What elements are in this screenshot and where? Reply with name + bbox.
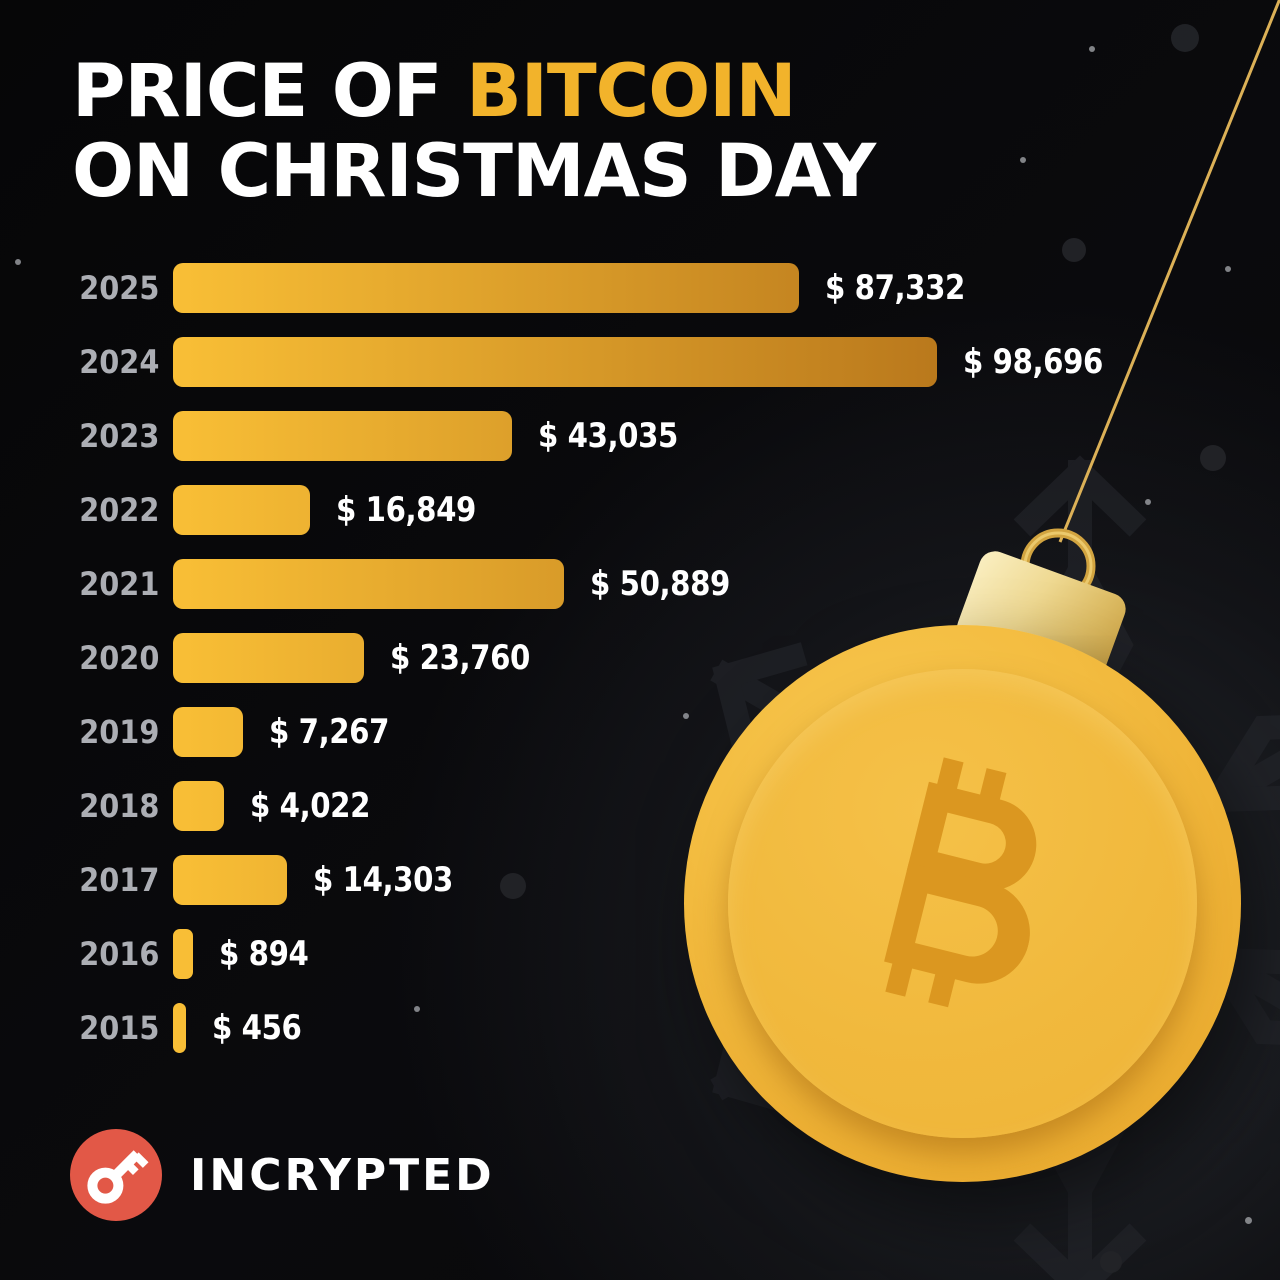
price-bar [173, 707, 243, 757]
year-label: 2015 [79, 1009, 160, 1047]
price-bar [173, 1003, 186, 1053]
year-label: 2017 [79, 861, 160, 899]
price-bar [173, 781, 224, 831]
price-value: $ 14,303 [313, 860, 453, 900]
chart-row: 2019 $ 7,267 [72, 695, 1072, 769]
chart-row: 2025 $ 87,332 [72, 251, 1072, 325]
ornament-inner-disk [728, 669, 1197, 1138]
year-label: 2019 [79, 713, 160, 751]
star-dot [683, 713, 689, 719]
title-line1-white: PRICE OF [72, 49, 467, 134]
price-bar [173, 485, 310, 535]
price-bar [173, 633, 364, 683]
bokeh-dot [500, 873, 526, 899]
bokeh-dot [1100, 1251, 1122, 1273]
bokeh-dot [1171, 24, 1199, 52]
price-bar [173, 855, 287, 905]
title-line-2: ON CHRISTMAS DAY [72, 129, 876, 214]
star-dot [1089, 46, 1095, 52]
year-label: 2024 [79, 343, 160, 381]
title-accent: BITCOIN [466, 49, 796, 134]
star-dot [1020, 157, 1026, 163]
price-value: $ 50,889 [590, 564, 730, 604]
year-label: 2016 [79, 935, 160, 973]
star-dot [414, 1006, 420, 1012]
price-value: $ 23,760 [390, 638, 530, 678]
year-label: 2018 [79, 787, 160, 825]
year-label: 2021 [79, 565, 160, 603]
chart-row: 2021 $ 50,889 [72, 547, 1072, 621]
title-line-1: PRICE OF BITCOIN [72, 52, 875, 132]
price-value: $ 4,022 [250, 786, 371, 826]
price-value: $ 16,849 [336, 490, 476, 530]
chart-row: 2024 $ 98,696 [72, 325, 1103, 399]
year-label: 2020 [79, 639, 160, 677]
chart-row: 2015 $ 456 [72, 991, 1072, 1065]
price-value: $ 43,035 [538, 416, 678, 456]
chart-row: 2018 $ 4,022 [72, 769, 1072, 843]
price-bar [173, 411, 512, 461]
chart-row: 2020 $ 23,760 [72, 621, 1072, 695]
price-value: $ 87,332 [825, 268, 965, 308]
bitcoin-symbol-icon [884, 757, 1037, 1008]
year-label: 2025 [79, 269, 160, 307]
brand-footer: INCRYPTED [70, 1129, 495, 1221]
year-label: 2022 [79, 491, 160, 529]
star-dot [1245, 1217, 1252, 1224]
brand-logo [70, 1129, 162, 1221]
star-dot [1145, 499, 1151, 505]
bitcoin-ornament-ball [684, 625, 1241, 1182]
chart-row: 2022 $ 16,849 [72, 473, 1072, 547]
year-label: 2023 [79, 417, 160, 455]
brand-name: INCRYPTED [190, 1149, 495, 1201]
chart-row: 2017 $ 14,303 [72, 843, 1072, 917]
price-bar [173, 263, 799, 313]
chart-row: 2023 $ 43,035 [72, 399, 1072, 473]
star-dot [1225, 266, 1231, 272]
price-bar [173, 559, 564, 609]
price-value: $ 456 [212, 1008, 302, 1048]
star-dot [15, 259, 21, 265]
bar-chart: 2025 $ 87,332 2024 $ 98,696 2023 $ 43,03… [72, 251, 1103, 1065]
chart-row: 2016 $ 894 [72, 917, 1072, 991]
key-icon [87, 1150, 149, 1204]
price-value: $ 894 [219, 934, 309, 974]
price-value: $ 98,696 [963, 342, 1103, 382]
price-bar [173, 337, 937, 387]
page-title: PRICE OF BITCOIN ON CHRISTMAS DAY [72, 52, 876, 214]
bokeh-dot [1200, 445, 1226, 471]
price-value: $ 7,267 [269, 712, 390, 752]
price-bar [173, 929, 193, 979]
